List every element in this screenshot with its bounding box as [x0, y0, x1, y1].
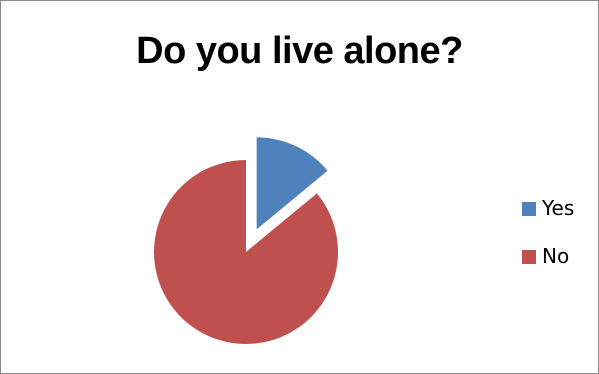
pie-slices: [154, 137, 338, 345]
legend-label-yes: Yes: [542, 196, 575, 220]
chart-title: Do you live alone?: [136, 30, 463, 72]
pie-slice-no: [154, 160, 338, 345]
legend-swatch-yes: [522, 202, 536, 216]
pie-slice-yes: [256, 137, 328, 230]
legend-swatch-no: [522, 250, 536, 264]
legend-label-no: No: [542, 244, 570, 268]
